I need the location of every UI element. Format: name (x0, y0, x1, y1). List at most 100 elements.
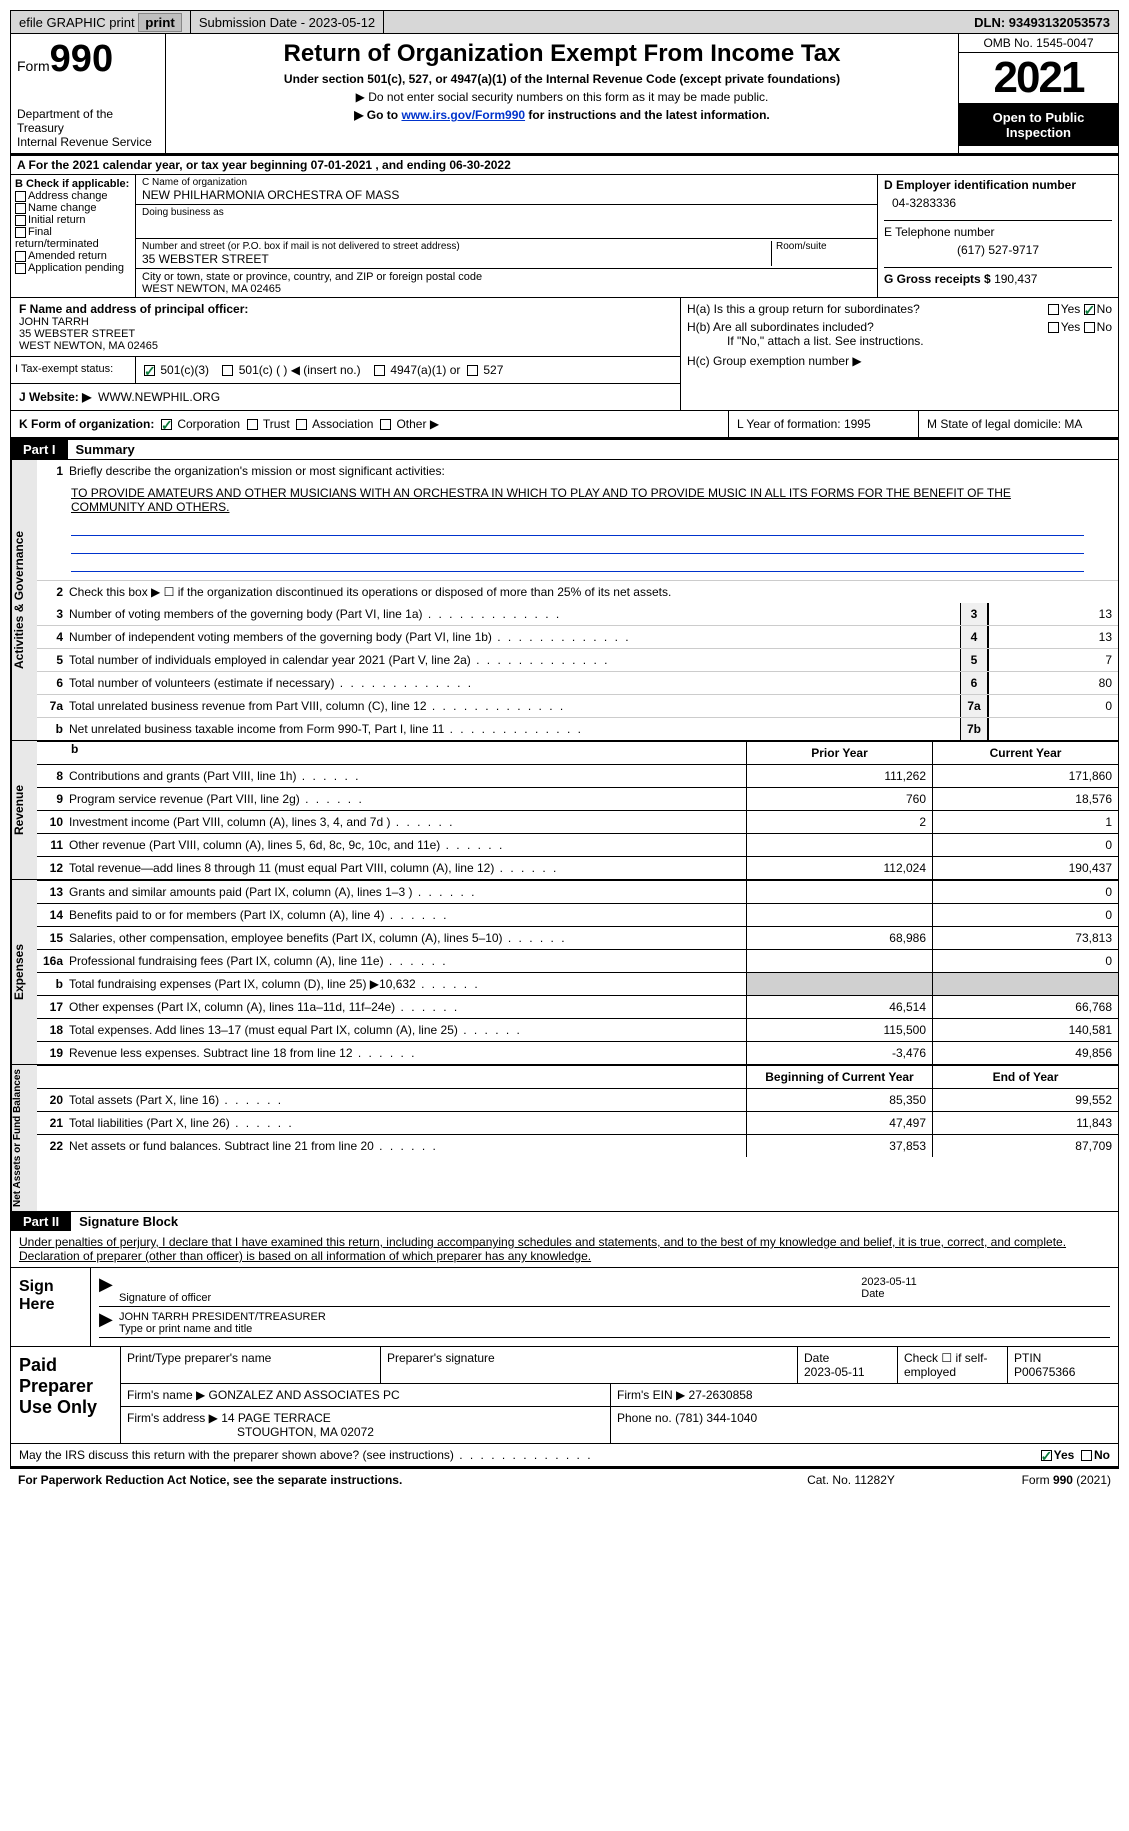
check-assoc[interactable] (296, 419, 307, 430)
line-15: 15Salaries, other compensation, employee… (37, 926, 1118, 949)
line-14: 14Benefits paid to or for members (Part … (37, 903, 1118, 926)
prep-date: 2023-05-11 (804, 1365, 865, 1379)
part1-header: Part ISummary (10, 440, 1119, 460)
submission-date: Submission Date - 2023-05-12 (191, 11, 384, 33)
line-18: 18Total expenses. Add lines 13–17 (must … (37, 1018, 1118, 1041)
form-header: Form990 Department of the Treasury Inter… (10, 34, 1119, 156)
gross-receipts: 190,437 (994, 272, 1037, 286)
line-8: 8Contributions and grants (Part VIII, li… (37, 764, 1118, 787)
firm-addr1: 14 PAGE TERRACE (221, 1411, 331, 1425)
self-employed: Check ☐ if self-employed (898, 1347, 1008, 1383)
check-app-pending[interactable] (15, 263, 26, 274)
sig-date: 2023-05-11 (861, 1276, 1106, 1288)
website-label: J Website: ▶ (19, 390, 91, 404)
website: WWW.NEWPHIL.ORG (98, 390, 220, 404)
check-527[interactable] (467, 365, 478, 376)
paid-preparer-label: Paid Preparer Use Only (11, 1347, 121, 1443)
check-501c3[interactable] (144, 365, 155, 376)
check-final-return[interactable] (15, 227, 26, 238)
row-a-tax-year: A For the 2021 calendar year, or tax yea… (10, 156, 1119, 175)
summary-line-b: bNet unrelated business taxable income f… (37, 717, 1118, 740)
subtitle-code: Under section 501(c), 527, or 4947(a)(1)… (176, 72, 948, 86)
officer-addr1: 35 WEBSTER STREET (19, 328, 672, 340)
discuss-no[interactable] (1081, 1450, 1092, 1461)
section-klm: K Form of organization: Corporation Trus… (10, 411, 1119, 440)
ptin: P00675366 (1014, 1365, 1075, 1379)
telephone: (617) 527-9717 (884, 239, 1112, 267)
ha-no[interactable] (1084, 304, 1095, 315)
form-number: Form990 (17, 38, 159, 81)
side-activities: Activities & Governance (11, 460, 37, 740)
irs-link[interactable]: www.irs.gov/Form990 (401, 108, 525, 122)
side-netassets: Net Assets or Fund Balances (11, 1065, 37, 1211)
signature-block: Under penalties of perjury, I declare th… (10, 1231, 1119, 1444)
summary-line-7a: 7aTotal unrelated business revenue from … (37, 694, 1118, 717)
street: 35 WEBSTER STREET (142, 252, 771, 266)
sign-here-label: Sign Here (11, 1268, 91, 1346)
year-formation: L Year of formation: 1995 (728, 411, 918, 437)
firm-phone: (781) 344-1040 (675, 1411, 757, 1425)
summary-line-4: 4Number of independent voting members of… (37, 625, 1118, 648)
col-d-ein: D Employer identification number 04-3283… (878, 175, 1118, 297)
page-footer: For Paperwork Reduction Act Notice, see … (10, 1467, 1119, 1491)
ein: 04-3283336 (884, 192, 1112, 220)
line-20: 20Total assets (Part X, line 16)85,35099… (37, 1088, 1118, 1111)
check-address-change[interactable] (15, 191, 26, 202)
officer-name: JOHN TARRH (19, 316, 672, 328)
col-b-checkboxes: B Check if applicable: Address change Na… (11, 175, 136, 297)
net-assets-section: Net Assets or Fund Balances Beginning of… (10, 1065, 1119, 1212)
form-title: Return of Organization Exempt From Incom… (176, 40, 948, 68)
org-name: NEW PHILHARMONIA ORCHESTRA OF MASS (142, 188, 871, 202)
section-fh: F Name and address of principal officer:… (10, 298, 1119, 411)
preparer-sig-lbl: Preparer's signature (381, 1347, 798, 1383)
line-13: 13Grants and similar amounts paid (Part … (37, 880, 1118, 903)
check-amended[interactable] (15, 251, 26, 262)
check-corp[interactable] (161, 419, 172, 430)
check-other[interactable] (380, 419, 391, 430)
check-name-change[interactable] (15, 203, 26, 214)
efile-label: efile GRAPHIC print print (11, 11, 191, 33)
line-22: 22Net assets or fund balances. Subtract … (37, 1134, 1118, 1157)
check-501c[interactable] (222, 365, 233, 376)
side-expenses: Expenses (11, 880, 37, 1064)
firm-name: GONZALEZ AND ASSOCIATES PC (209, 1388, 400, 1402)
tax-status-label: I Tax-exempt status: (11, 357, 136, 383)
discuss-yes[interactable] (1041, 1450, 1052, 1461)
officer-addr2: WEST NEWTON, MA 02465 (19, 340, 672, 352)
ha-yes[interactable] (1048, 304, 1059, 315)
state-domicile: M State of legal domicile: MA (918, 411, 1118, 437)
section-bcd: B Check if applicable: Address change Na… (10, 175, 1119, 298)
firm-ein: 27-2630858 (689, 1388, 753, 1402)
line-17: 17Other expenses (Part IX, column (A), l… (37, 995, 1118, 1018)
q2-label: Check this box ▶ ☐ if the organization d… (65, 581, 1118, 603)
officer-name-title: JOHN TARRH PRESIDENT/TREASURER (119, 1311, 1106, 1323)
dept-label: Department of the Treasury (17, 107, 159, 135)
line-11: 11Other revenue (Part VIII, column (A), … (37, 833, 1118, 856)
h-a: H(a) Is this a group return for subordin… (687, 302, 1048, 316)
activities-governance: Activities & Governance 1Briefly describ… (10, 460, 1119, 741)
line-10: 10Investment income (Part VIII, column (… (37, 810, 1118, 833)
h-note: If "No," attach a list. See instructions… (687, 334, 1112, 348)
summary-line-5: 5Total number of individuals employed in… (37, 648, 1118, 671)
line-9: 9Program service revenue (Part VIII, lin… (37, 787, 1118, 810)
part2-header: Part IISignature Block (10, 1212, 1119, 1231)
goto-line: ▶ Go to www.irs.gov/Form990 for instruct… (176, 108, 948, 122)
preparer-name-lbl: Print/Type preparer's name (121, 1347, 381, 1383)
check-4947[interactable] (374, 365, 385, 376)
hb-no[interactable] (1084, 322, 1095, 333)
line-21: 21Total liabilities (Part X, line 26)47,… (37, 1111, 1118, 1134)
h-b: H(b) Are all subordinates included? (687, 320, 1048, 334)
omb-number: OMB No. 1545-0047 (959, 34, 1118, 53)
check-trust[interactable] (247, 419, 258, 430)
line-19: 19Revenue less expenses. Subtract line 1… (37, 1041, 1118, 1064)
summary-line-6: 6Total number of volunteers (estimate if… (37, 671, 1118, 694)
line-16a: 16aProfessional fundraising fees (Part I… (37, 949, 1118, 972)
print-button[interactable]: print (138, 13, 182, 32)
revenue-section: Revenue bPrior YearCurrent Year 8Contrib… (10, 741, 1119, 880)
side-revenue: Revenue (11, 741, 37, 879)
irs-label: Internal Revenue Service (17, 135, 159, 149)
dln: DLN: 93493132053573 (974, 15, 1118, 30)
hb-yes[interactable] (1048, 322, 1059, 333)
check-initial-return[interactable] (15, 215, 26, 226)
expenses-section: Expenses 13Grants and similar amounts pa… (10, 880, 1119, 1065)
